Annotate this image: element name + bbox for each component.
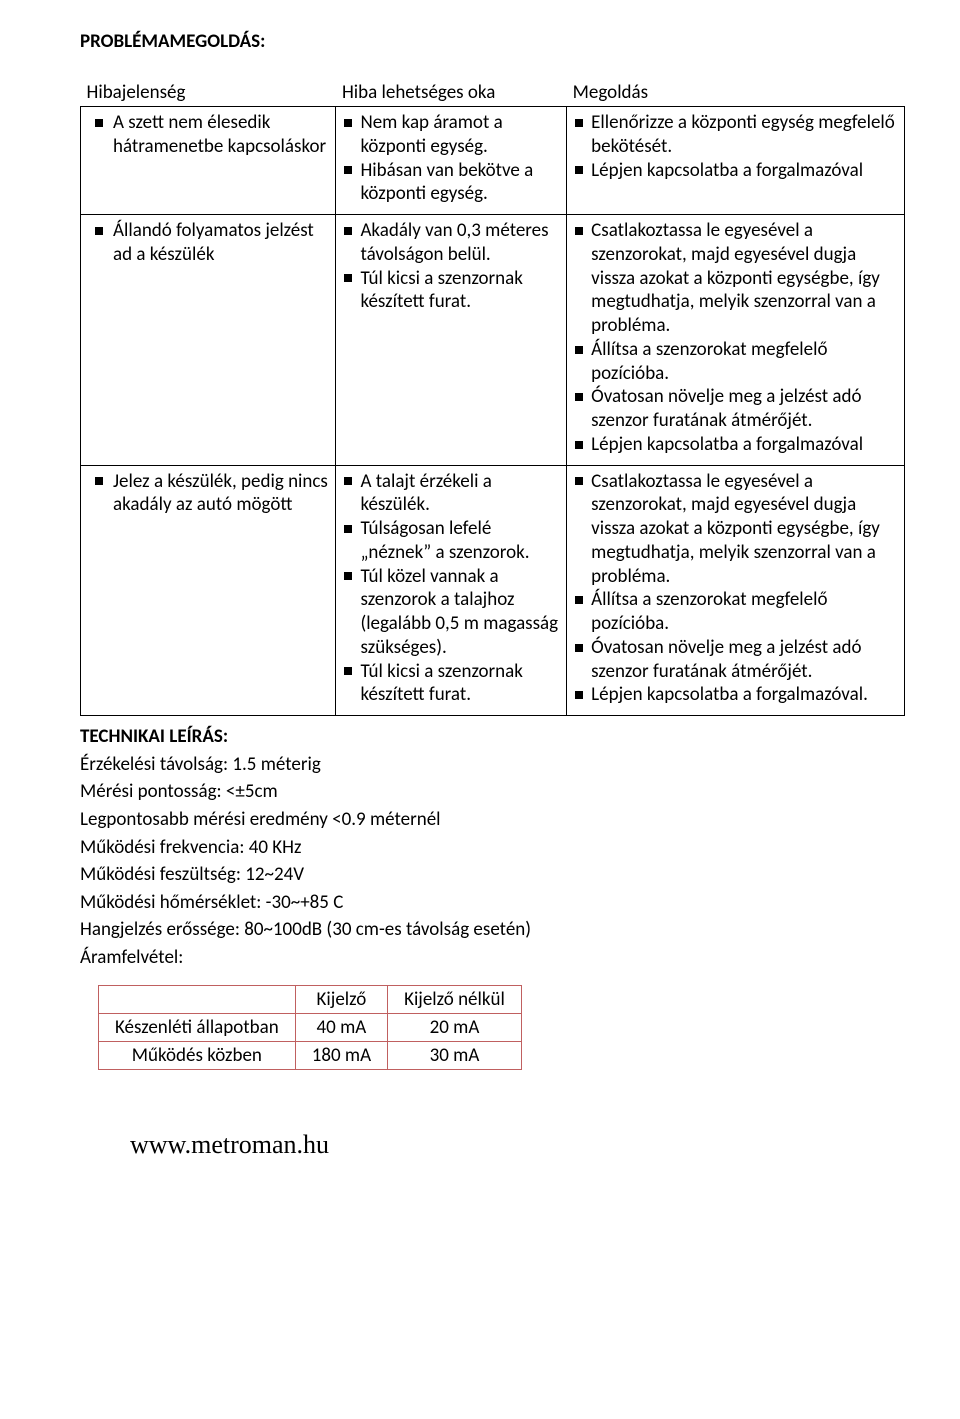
solution-text: Csatlakoztassa le egyesével a szenzoroka…: [591, 470, 898, 589]
table-row: Jelez a készülék, pedig nincs akadály az…: [81, 465, 905, 716]
cause-text: Akadály van 0,3 méteres távolságon belül…: [360, 219, 560, 267]
symptom-text: Állandó folyamatos jelzést ad a készülék: [113, 219, 329, 267]
power-cell: 40 mA: [295, 1013, 387, 1041]
solution-text: Állítsa a szenzorokat megfelelő pozíciób…: [591, 338, 898, 386]
solution-text: Ellenőrizze a központi egység megfelelő …: [591, 111, 898, 159]
cause-text: Túl közel vannak a szenzorok a talajhoz …: [360, 565, 560, 660]
tech-line: Áramfelvétel:: [80, 945, 905, 971]
power-cell: Kijelző: [295, 985, 387, 1013]
power-cell: 30 mA: [388, 1041, 522, 1069]
solution-text: Óvatosan növelje meg a jelzést adó szenz…: [591, 385, 898, 433]
col-cause: Hiba lehetséges oka: [336, 81, 567, 107]
power-cell: Kijelző nélkül: [388, 985, 522, 1013]
cause-text: Hibásan van bekötve a központi egység.: [360, 159, 560, 207]
table-row: Állandó folyamatos jelzést ad a készülék…: [81, 215, 905, 466]
power-cell: Készenléti állapotban: [99, 1013, 296, 1041]
tech-line: Mérési pontosság: <±5cm: [80, 779, 905, 805]
technical-heading: TECHNIKAI LEÍRÁS:: [80, 724, 905, 750]
solution-text: Csatlakoztassa le egyesével a szenzoroka…: [591, 219, 898, 338]
cause-text: A talajt érzékeli a készülék.: [360, 470, 560, 518]
power-cell: [99, 985, 296, 1013]
col-symptom: Hibajelenség: [81, 81, 336, 107]
tech-line: Legpontosabb mérési eredmény <0.9 métern…: [80, 807, 905, 833]
cause-text: Túl kicsi a szenzornak készített furat.: [360, 267, 560, 315]
symptom-text: Jelez a készülék, pedig nincs akadály az…: [113, 470, 329, 518]
cause-text: Túl kicsi a szenzornak készített furat.: [360, 660, 560, 708]
tech-line: Működési hőmérséklet: -30~+85 C: [80, 890, 905, 916]
solution-text: Óvatosan növelje meg a jelzést adó szenz…: [591, 636, 898, 684]
symptom-text: A szett nem élesedik hátramenetbe kapcso…: [113, 111, 329, 159]
tech-line: Érzékelési távolság: 1.5 méterig: [80, 752, 905, 778]
power-cell: Működés közben: [99, 1041, 296, 1069]
power-table: Kijelző Kijelző nélkül Készenléti állapo…: [98, 985, 522, 1070]
technical-section: TECHNIKAI LEÍRÁS: Érzékelési távolság: 1…: [80, 724, 905, 971]
col-solution: Megoldás: [567, 81, 905, 107]
table-row: A szett nem élesedik hátramenetbe kapcso…: [81, 107, 905, 215]
solution-text: Lépjen kapcsolatba a forgalmazóval.: [591, 683, 898, 707]
power-cell: 180 mA: [295, 1041, 387, 1069]
tech-line: Működési feszültség: 12~24V: [80, 862, 905, 888]
solution-text: Lépjen kapcsolatba a forgalmazóval: [591, 433, 898, 457]
problem-solving-heading: PROBLÉMAMEGOLDÁS:: [80, 30, 905, 53]
power-cell: 20 mA: [388, 1013, 522, 1041]
troubleshoot-table: Hibajelenség Hiba lehetséges oka Megoldá…: [80, 81, 905, 716]
solution-text: Állítsa a szenzorokat megfelelő pozíciób…: [591, 588, 898, 636]
tech-line: Hangjelzés erőssége: 80~100dB (30 cm-es …: [80, 917, 905, 943]
footer-url: www.metroman.hu: [130, 1130, 905, 1160]
cause-text: Nem kap áramot a központi egység.: [360, 111, 560, 159]
cause-text: Túlságosan lefelé „néznek” a szenzorok.: [360, 517, 560, 565]
tech-line: Működési frekvencia: 40 KHz: [80, 835, 905, 861]
solution-text: Lépjen kapcsolatba a forgalmazóval: [591, 159, 898, 183]
